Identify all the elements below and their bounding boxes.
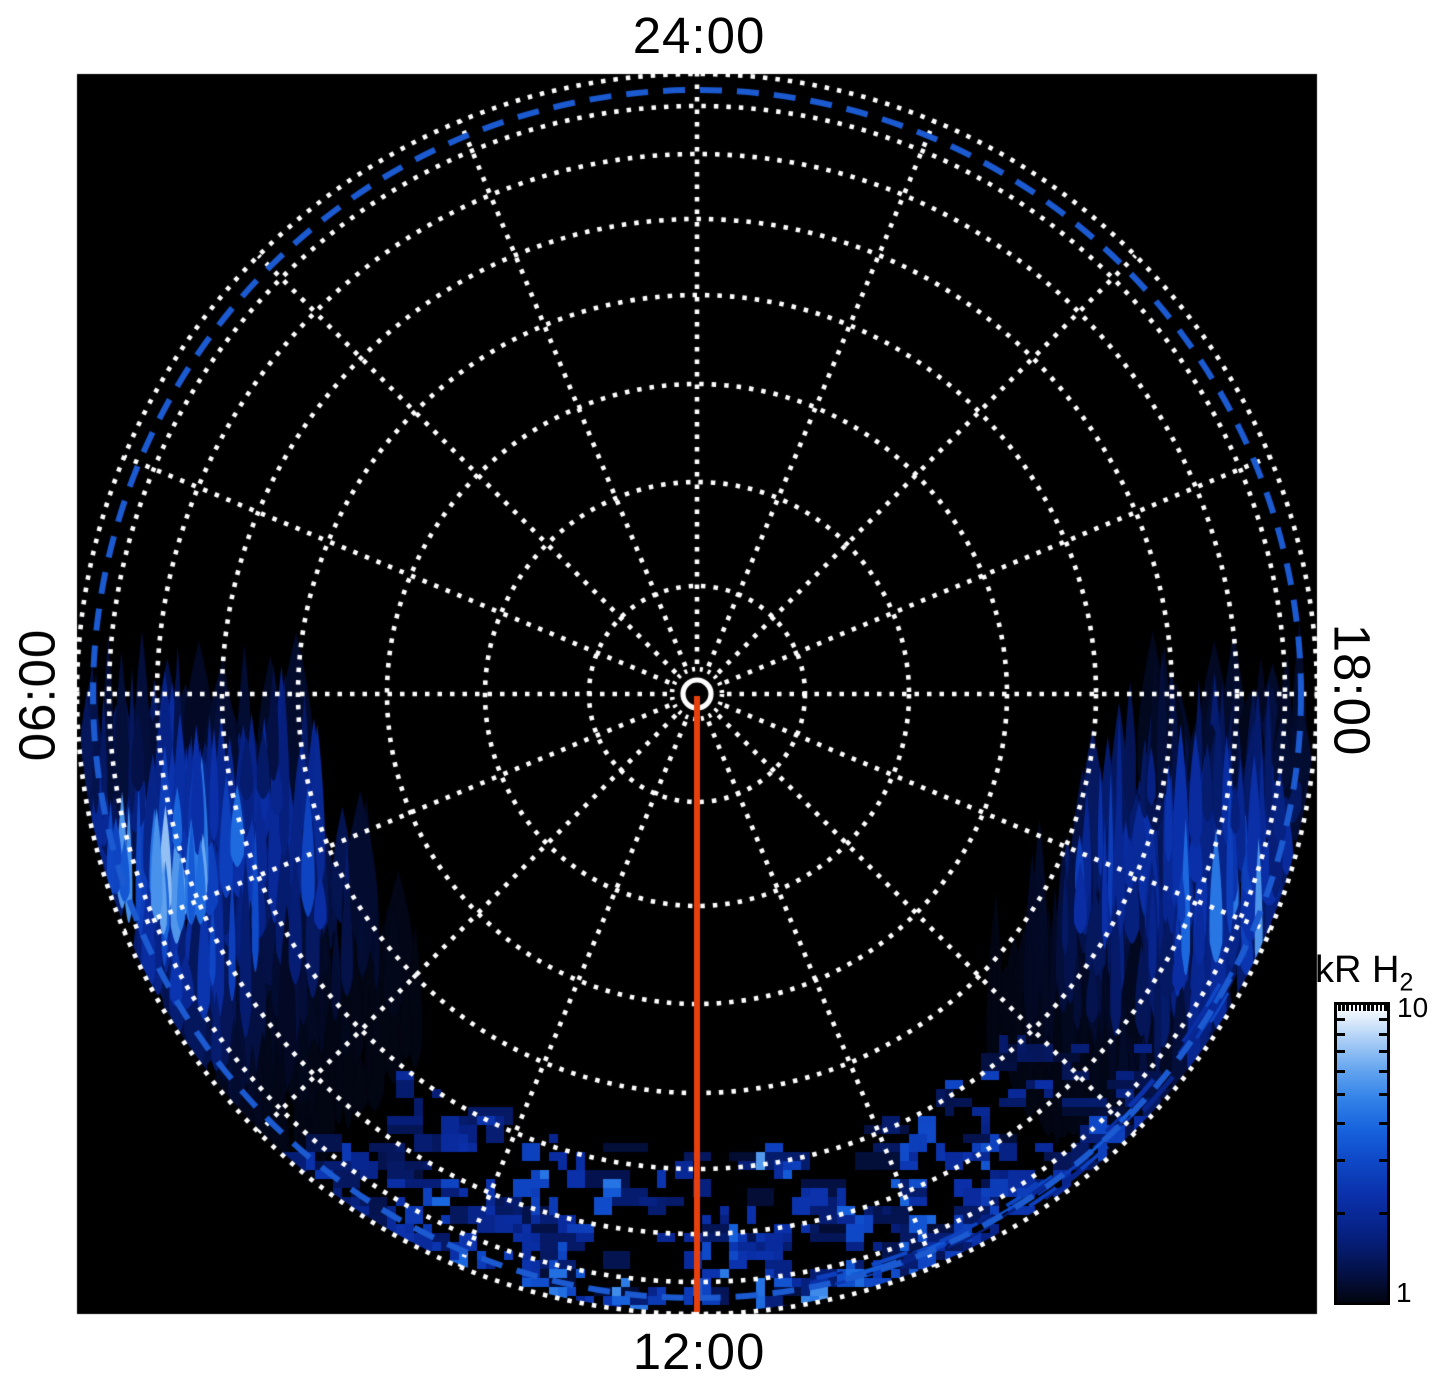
colorbar-title-text: kR H [1315, 949, 1400, 991]
colorbar-top-hatch [1346, 1005, 1349, 1011]
colorbar-tick [1379, 1070, 1387, 1073]
colorbar-tick [1379, 1018, 1387, 1021]
colorbar-top-hatch [1375, 1005, 1379, 1011]
colorbar-top-hatch [1350, 1005, 1354, 1011]
colorbar-top-hatch [1338, 1005, 1341, 1011]
colorbar-top-hatch [1384, 1005, 1387, 1011]
colorbar-tick [1379, 1093, 1387, 1096]
colorbar-tick [1337, 1159, 1345, 1162]
colorbar-top-hatch [1379, 1005, 1383, 1011]
colorbar [1334, 1002, 1390, 1305]
colorbar-tick [1337, 1093, 1345, 1096]
colorbar-tick [1337, 1070, 1345, 1073]
colorbar-tick [1379, 1050, 1387, 1053]
colorbar-tick [1337, 1212, 1345, 1215]
label-noon-1200: 12:00 [632, 1323, 766, 1380]
colorbar-tick [1337, 1050, 1345, 1053]
colorbar-top-hatch [1363, 1005, 1366, 1011]
label-dawn-0600: 06:00 [8, 628, 66, 762]
colorbar-top-hatch [1354, 1005, 1358, 1011]
colorbar-top-hatch [1342, 1005, 1345, 1011]
colorbar-tick [1379, 1212, 1387, 1215]
label-midnight-2400: 24:00 [632, 7, 766, 64]
colorbar-tick [1379, 1122, 1387, 1125]
colorbar-tick [1337, 1033, 1345, 1036]
colorbar-top-hatch [1367, 1005, 1370, 1011]
colorbar-tick [1379, 1033, 1387, 1036]
colorbar-top-hatch [1358, 1005, 1362, 1011]
colorbar-title: kR H2 [1315, 949, 1413, 998]
colorbar-min-label: 1 [1396, 1277, 1412, 1308]
label-dusk-1800: 18:00 [1323, 623, 1381, 757]
colorbar-top-hatch [1371, 1005, 1374, 1011]
colorbar-tick [1379, 1159, 1387, 1162]
colorbar-tick [1337, 1018, 1345, 1021]
colorbar-max-label: 10 [1397, 992, 1429, 1023]
colorbar-title-subscript: 2 [1399, 968, 1414, 997]
colorbar-tick [1337, 1122, 1345, 1125]
